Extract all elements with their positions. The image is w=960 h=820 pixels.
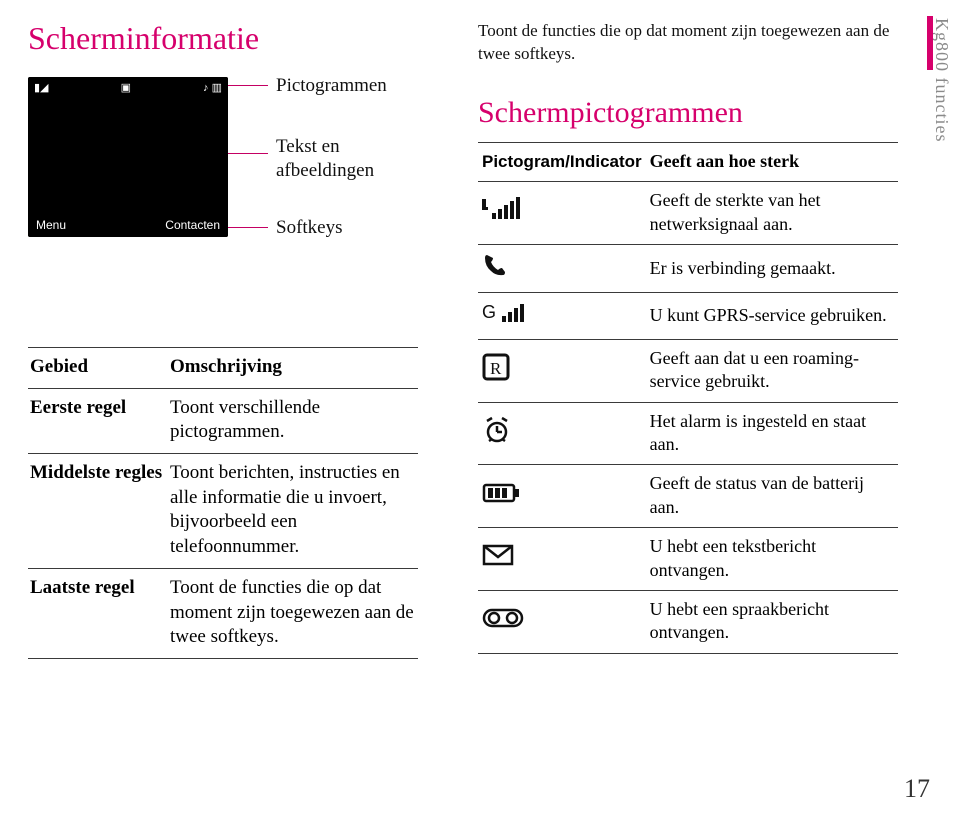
area-description-table: Gebied Omschrijving Eerste regel Toont v…: [28, 347, 418, 659]
voicemail-icon: [478, 590, 646, 653]
phone-icon: [478, 245, 646, 293]
row-text: Geeft de sterkte van het netwerksignaal …: [646, 182, 898, 245]
softkey-menu: Menu: [36, 218, 66, 232]
row-key: Middelste regles: [28, 454, 168, 569]
phone-wallpaper: [28, 77, 228, 237]
table-row: Er is verbinding gemaakt.: [478, 245, 898, 293]
row-text: Er is verbinding gemaakt.: [646, 245, 898, 293]
table-row: Geeft de sterkte van het netwerksignaal …: [478, 182, 898, 245]
table-row: Middelste regles Toont berichten, instru…: [28, 454, 418, 569]
page-title: Scherminformatie: [28, 20, 418, 57]
side-accent-bar: [927, 16, 933, 70]
row-text: U kunt GPRS-service gebruiken.: [646, 293, 898, 339]
row-val: Toont de functies die op dat moment zijn…: [168, 568, 418, 658]
table-row: R Geeft aan dat u een roaming-service ge…: [478, 339, 898, 402]
table-row: U hebt een tekstbericht ontvangen.: [478, 528, 898, 591]
table-row: Laatste regel Toont de functies die op d…: [28, 568, 418, 658]
svg-text:G: G: [482, 302, 496, 322]
leader-line-pictogrammen: [228, 85, 268, 86]
status-right: ♪ ▥: [203, 81, 222, 94]
table-row: Het alarm is ingesteld en staat aan.: [478, 402, 898, 465]
phone-status-row: ▮◢ ▣ ♪ ▥: [28, 77, 228, 98]
annotation-softkeys: Softkeys: [276, 217, 343, 239]
table-row: Eerste regel Toont verschillende pictogr…: [28, 388, 418, 453]
header-gebied: Gebied: [28, 348, 168, 389]
row-text: U hebt een tekstbericht ontvangen.: [646, 528, 898, 591]
alarm-icon: [478, 402, 646, 465]
header-omschrijving: Omschrijving: [168, 348, 418, 389]
row-val: Toont berichten, instructies en alle inf…: [168, 454, 418, 569]
phone-screen: ▮◢ ▣ ♪ ▥ Menu Contacten: [28, 77, 228, 237]
phone-softkey-row: Menu Contacten: [28, 215, 228, 237]
sms-icon: [478, 528, 646, 591]
softkey-contacten: Contacten: [165, 218, 220, 232]
header-pictogram: Pictogram/Indicator: [478, 142, 646, 181]
row-val: Toont verschillende pictogrammen.: [168, 388, 418, 453]
table-header-row: Pictogram/Indicator Geeft aan hoe sterk: [478, 142, 898, 181]
left-column: Scherminformatie ▮◢ ▣ ♪ ▥ Menu Contacten…: [28, 20, 418, 659]
row-text: Geeft aan dat u een roaming-service gebr…: [646, 339, 898, 402]
side-label-text: Kg800 functies: [932, 18, 952, 142]
battery-icon: [478, 465, 646, 528]
page-number: 17: [904, 774, 930, 804]
side-label: Kg800 functies: [931, 18, 952, 142]
header-meaning: Geeft aan hoe sterk: [646, 142, 898, 181]
gprs-icon: G: [478, 293, 646, 339]
annotation-tekst: Tekst en afbeeldingen: [276, 135, 418, 183]
roaming-icon: R: [478, 339, 646, 402]
leader-line-softkeys: [228, 227, 268, 228]
right-column: Toont de functies die op dat moment zijn…: [478, 20, 898, 659]
signal-icon: [478, 182, 646, 245]
intro-text: Toont de functies die op dat moment zijn…: [478, 20, 898, 66]
row-text: Geeft de status van de batterij aan.: [646, 465, 898, 528]
row-text: Het alarm is ingesteld en staat aan.: [646, 402, 898, 465]
row-text: U hebt een spraakbericht ontvangen.: [646, 590, 898, 653]
row-key: Laatste regel: [28, 568, 168, 658]
table-row: Geeft de status van de batterij aan.: [478, 465, 898, 528]
table-header-row: Gebied Omschrijving: [28, 348, 418, 389]
section-title: Schermpictogrammen: [478, 96, 898, 130]
status-mid: ▣: [121, 81, 131, 94]
pictogram-table: Pictogram/Indicator Geeft aan hoe sterk …: [478, 142, 898, 654]
phone-annotation-block: ▮◢ ▣ ♪ ▥ Menu Contacten Pictogrammen Tek…: [28, 71, 418, 321]
table-row: G U kunt GPRS-service gebruiken.: [478, 293, 898, 339]
row-key: Eerste regel: [28, 388, 168, 453]
svg-text:R: R: [490, 359, 502, 378]
table-row: U hebt een spraakbericht ontvangen.: [478, 590, 898, 653]
annotation-pictogrammen: Pictogrammen: [276, 75, 387, 97]
leader-line-tekst: [228, 153, 268, 154]
status-left: ▮◢: [34, 81, 49, 94]
